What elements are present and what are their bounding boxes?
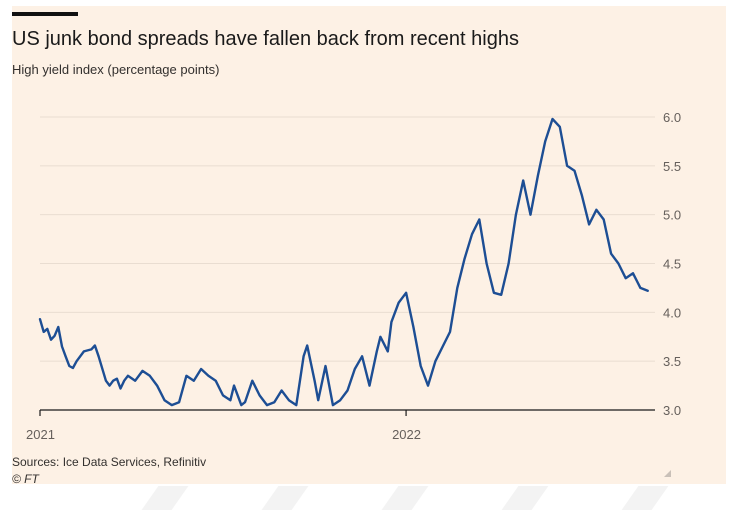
x-tick-label: 2021 [26,427,55,442]
chart-title: US junk bond spreads have fallen back fr… [12,28,519,50]
series-line [38,117,649,407]
y-tick-label: 4.5 [663,257,681,272]
y-tick-label: 5.0 [663,208,681,223]
y-tick-label: 5.5 [663,159,681,174]
resize-corner-icon [664,470,671,477]
header-rule [12,12,78,16]
y-tick-label: 3.0 [663,403,681,418]
y-tick-label: 6.0 [663,110,681,125]
y-tick-label: 4.0 [663,305,681,320]
chart-card [12,6,726,484]
x-tick-label: 2022 [392,427,421,442]
y-tick-label: 3.5 [663,354,681,369]
ft-credit: © FT [12,472,39,486]
source-note: Sources: Ice Data Services, Refinitiv [12,455,207,469]
chart-subtitle: High yield index (percentage points) [12,62,220,77]
